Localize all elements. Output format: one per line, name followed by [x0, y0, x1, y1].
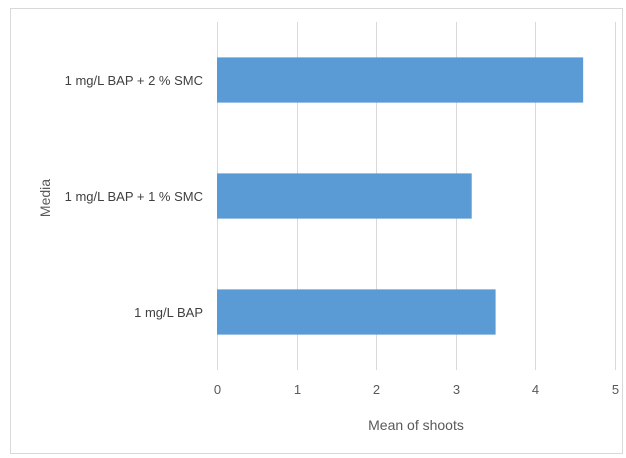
- chart-frame: [10, 8, 623, 454]
- x-tick-labels: 0 1 2 3 4 5: [214, 382, 619, 397]
- x-tick-label-5: 5: [612, 382, 619, 397]
- y-axis-title: Media: [37, 179, 53, 217]
- category-labels: 1 mg/L BAP + 2 % SMC 1 mg/L BAP + 1 % SMC…: [65, 73, 203, 320]
- x-axis-title: Mean of shoots: [368, 417, 464, 433]
- x-tick-label-3: 3: [453, 382, 460, 397]
- bar-2: [217, 289, 496, 335]
- bar-1: [217, 173, 472, 219]
- category-label-2: 1 mg/L BAP: [134, 305, 203, 320]
- bars: [217, 57, 584, 335]
- x-tick-label-1: 1: [294, 382, 301, 397]
- category-label-1: 1 mg/L BAP + 1 % SMC: [65, 189, 203, 204]
- x-tick-label-4: 4: [532, 382, 539, 397]
- bar-0: [217, 57, 584, 103]
- x-tick-label-0: 0: [214, 382, 221, 397]
- category-label-0: 1 mg/L BAP + 2 % SMC: [65, 73, 203, 88]
- x-tick-label-2: 2: [373, 382, 380, 397]
